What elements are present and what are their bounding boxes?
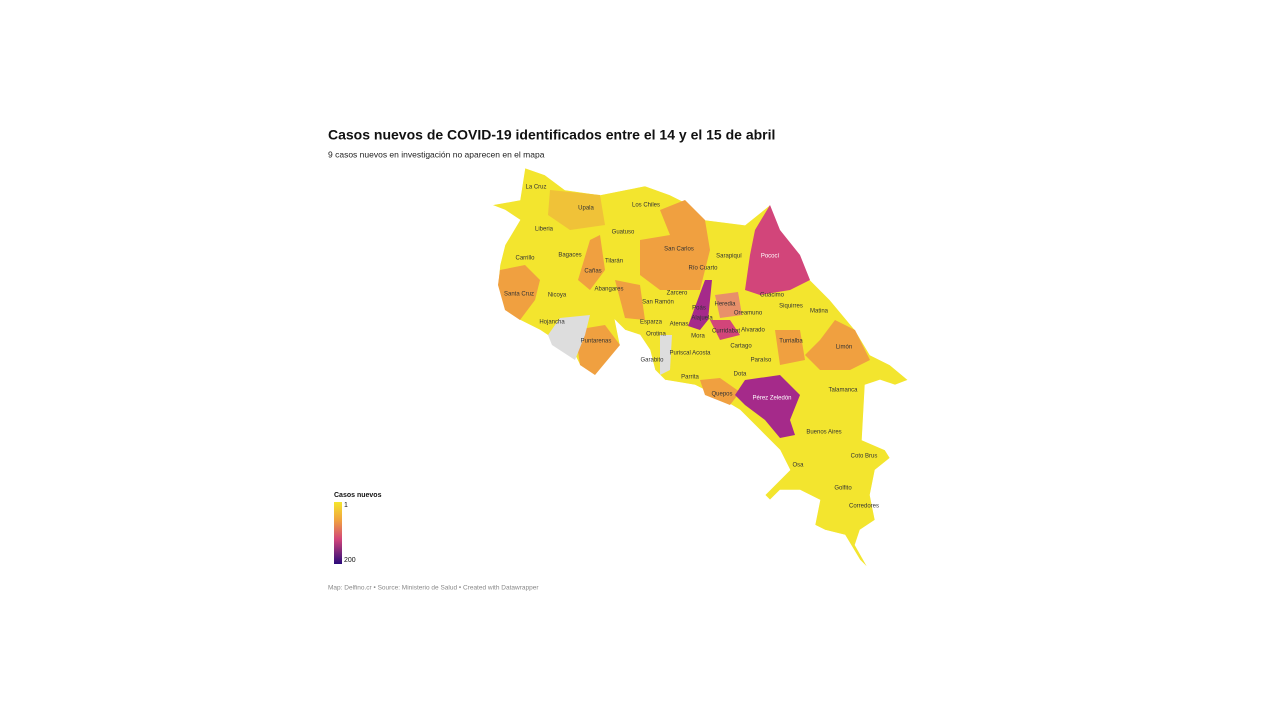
region-label: Santa Cruz (504, 292, 534, 298)
region-label: Esparza (640, 320, 663, 326)
region (615, 280, 645, 320)
region-label: Abangares (594, 287, 623, 293)
region (715, 292, 742, 318)
region-label: Turrialba (779, 339, 803, 345)
region (688, 280, 712, 330)
region-label: Curridabat (712, 329, 740, 335)
region (548, 190, 605, 230)
region-label: Río Cuarto (688, 266, 718, 272)
legend-tick-label: 200 (344, 557, 356, 564)
region-label: Buenos Aires (806, 430, 841, 436)
region (575, 325, 620, 375)
map (490, 167, 909, 569)
region-label: Coto Brus (851, 454, 878, 460)
region-label: Los Chiles (632, 203, 660, 209)
region-label: Parrita (681, 375, 699, 381)
region-label: Talamanca (828, 388, 858, 394)
region-label: Pococí (761, 254, 780, 260)
region (498, 265, 540, 320)
region-label: San Carlos (664, 247, 694, 253)
region-label: Poás (692, 306, 706, 312)
region-label: Corredores (849, 504, 879, 510)
region (700, 378, 740, 405)
region (775, 330, 805, 365)
region-label: Matina (810, 309, 829, 315)
region-label: Mora (691, 334, 705, 340)
region-label: Carrillo (515, 256, 535, 262)
region-label: Osa (792, 463, 804, 469)
region-label: Orotina (646, 332, 666, 338)
region-label: Limón (836, 345, 852, 351)
region-label: Alvarado (741, 328, 765, 334)
region-label: Guácimo (760, 293, 785, 299)
region-label: Bagaces (558, 253, 581, 259)
region (735, 375, 800, 438)
region-label: Hojancha (539, 320, 565, 326)
region-label: Pérez Zeledón (752, 396, 791, 402)
region-label: Zarcero (667, 291, 688, 297)
region-label: Heredia (714, 302, 736, 308)
region-label: Cañas (584, 269, 601, 275)
region-label: Tilarán (605, 259, 623, 265)
region (548, 315, 590, 360)
region (578, 235, 605, 290)
title: Casos nuevos de COVID-19 identificados e… (328, 127, 775, 143)
region-label: Dota (734, 372, 747, 378)
region-label: Upala (578, 206, 594, 212)
labels: La Cruz Upala Los Chiles Liberia Guatuso San … (504, 185, 879, 510)
region-label: Puriscal Acosta (669, 351, 711, 357)
region (640, 200, 710, 290)
region-label: Sarapiquí (716, 254, 742, 260)
region-label: Guatuso (612, 230, 635, 236)
subtitle: 9 casos nuevos en investigación no apare… (328, 149, 545, 159)
legend-tick-label: 1 (344, 502, 348, 509)
region (805, 320, 870, 370)
region-label: La Cruz (525, 185, 546, 191)
region-label: Golfito (834, 486, 852, 492)
region-label: Oreamuno (734, 311, 763, 317)
region-label: Quepos (711, 392, 732, 398)
region-label: Garabito (640, 358, 664, 364)
footer: Map: Delfino.cr • Source: Ministerio de … (328, 585, 539, 592)
region-label: Siquirres (779, 304, 803, 310)
region-label: Puntarenas (581, 339, 612, 345)
legend-scale (334, 502, 342, 564)
region-label: Paraíso (751, 358, 772, 364)
region (660, 335, 672, 375)
region (745, 205, 810, 295)
region-label: Cartago (730, 344, 752, 350)
region-label: Alajuela (691, 316, 713, 322)
region-label: San Ramón (642, 300, 674, 306)
region-label: Atenas (670, 322, 689, 328)
legend-title: Casos nuevos (334, 492, 382, 499)
region (710, 320, 740, 340)
region-label: Liberia (535, 227, 554, 233)
region-label: Nicoya (548, 293, 567, 299)
